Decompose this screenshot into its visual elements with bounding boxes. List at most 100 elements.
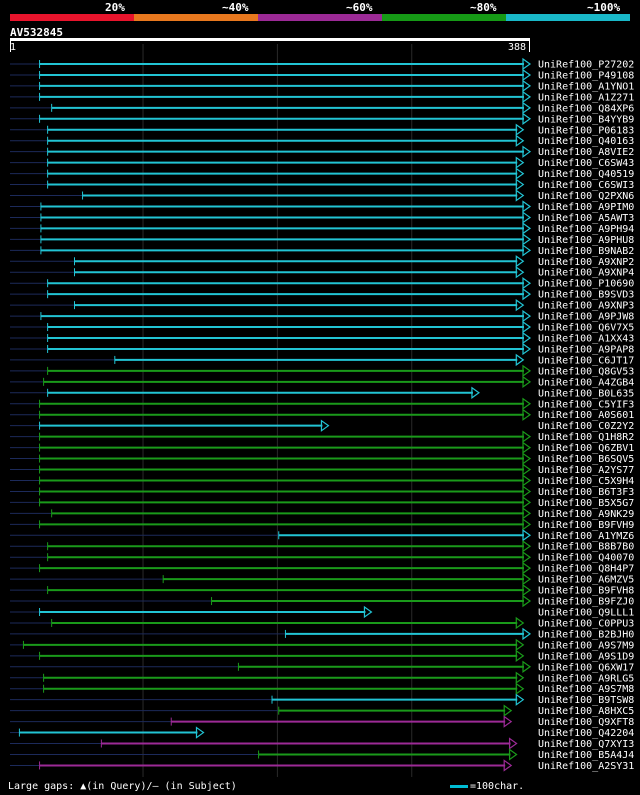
hit-label[interactable]: UniRef100_Q6ZBV1 (538, 443, 634, 454)
hit-label[interactable]: UniRef100_A8HXC5 (538, 706, 634, 717)
hit-label[interactable]: UniRef100_B9FZJ0 (538, 597, 634, 608)
hit-label[interactable]: UniRef100_A9S7M9 (538, 640, 634, 651)
hit-label[interactable]: UniRef100_A9NK29 (538, 509, 634, 520)
hit-label[interactable]: UniRef100_P49108 (538, 70, 634, 81)
hit-label[interactable]: UniRef100_A9RLG5 (538, 673, 634, 684)
hit-label[interactable]: UniRef100_A0S601 (538, 410, 634, 421)
hit-arrow (522, 375, 532, 389)
hit-label[interactable]: UniRef100_A9PHU8 (538, 235, 634, 246)
hit-label[interactable]: UniRef100_B6SQV5 (538, 454, 634, 465)
hit-label[interactable]: UniRef100_A1YNO1 (538, 81, 634, 92)
hit-label[interactable]: UniRef100_B5X5G7 (538, 498, 634, 509)
hit-label[interactable]: UniRef100_B6T3F3 (538, 487, 634, 498)
hit-label[interactable]: UniRef100_A9S1D9 (538, 651, 634, 662)
hit-arrow (515, 638, 525, 652)
hit-label[interactable]: UniRef100_A6MZV5 (538, 575, 634, 586)
hit-arrow (522, 507, 532, 520)
hit-label[interactable]: UniRef100_P06183 (538, 125, 634, 136)
hit-arrow (522, 200, 532, 213)
hit-arrow (515, 298, 525, 312)
hit-label[interactable]: UniRef100_P27202 (538, 60, 634, 71)
hit-arrow (363, 605, 373, 619)
legend-label: ~80% (470, 1, 497, 14)
hit-arrow (522, 277, 532, 290)
hit-label[interactable]: UniRef100_Q40163 (538, 136, 634, 147)
hit-label[interactable]: UniRef100_C6SWI3 (538, 180, 634, 191)
hit-arrow (515, 693, 525, 706)
hit-label[interactable]: UniRef100_C6JT17 (538, 355, 634, 366)
hit-label[interactable]: UniRef100_A2YS77 (538, 465, 634, 476)
hit-label[interactable]: UniRef100_Q8H4P7 (538, 564, 634, 575)
hit-arrow (320, 419, 330, 432)
hit-label[interactable]: UniRef100_A9XNP2 (538, 257, 634, 268)
hit-label[interactable]: UniRef100_B9FVH9 (538, 520, 634, 531)
hit-label[interactable]: UniRef100_C5YIF3 (538, 399, 634, 410)
hit-label[interactable]: UniRef100_Q84XP6 (538, 103, 634, 114)
ruler-start-label: 1 (10, 42, 17, 53)
hit-arrow (522, 561, 532, 575)
hit-arrow (522, 309, 532, 323)
hit-label[interactable]: UniRef100_B9SVD3 (538, 290, 634, 301)
legend-label: ~40% (222, 1, 249, 14)
hit-arrow (503, 759, 513, 772)
hit-label[interactable]: UniRef100_A2SY31 (538, 761, 634, 772)
hit-label[interactable]: UniRef100_A1Z271 (538, 92, 634, 103)
hit-label[interactable]: UniRef100_A9PIM0 (538, 202, 634, 213)
hit-arrow (515, 178, 525, 191)
query-name: AV532845 (10, 26, 63, 39)
hit-arrow (508, 737, 518, 750)
hit-label[interactable]: UniRef100_B0L635 (538, 388, 634, 399)
hit-label[interactable]: UniRef100_Q9LLL1 (538, 608, 634, 619)
hit-label[interactable]: UniRef100_B4YYB9 (538, 114, 634, 125)
legend-label: ~60% (346, 1, 373, 14)
hit-label[interactable]: UniRef100_B9TSW8 (538, 695, 634, 706)
hit-label[interactable]: UniRef100_Q7XYI3 (538, 739, 634, 750)
hit-arrow (522, 331, 532, 345)
hit-label[interactable]: UniRef100_Q6XW17 (538, 662, 634, 673)
hit-label[interactable]: UniRef100_A1YMZ6 (538, 531, 634, 542)
hit-label[interactable]: UniRef100_C0Z2Y2 (538, 421, 634, 432)
hit-label[interactable]: UniRef100_B5A4J4 (538, 750, 634, 761)
hit-label[interactable]: UniRef100_B9FVH8 (538, 586, 634, 597)
hit-arrow (515, 156, 525, 169)
hit-label[interactable]: UniRef100_A9XNP3 (538, 301, 634, 312)
hit-label[interactable]: UniRef100_Q8GV53 (538, 366, 634, 377)
hit-label[interactable]: UniRef100_A9XNP4 (538, 268, 634, 279)
legend-segment (506, 14, 630, 21)
hit-label[interactable]: UniRef100_B9NAB2 (538, 246, 634, 257)
hit-label[interactable]: UniRef100_C6SW43 (538, 158, 634, 169)
hit-label[interactable]: UniRef100_Q1H8R2 (538, 432, 634, 443)
hit-arrow (522, 211, 532, 224)
identity-legend: 20% ~40% ~60% ~80% ~100% (0, 0, 640, 26)
hit-arrow (515, 255, 525, 268)
hit-label[interactable]: UniRef100_Q40070 (538, 553, 634, 564)
hit-arrow (522, 244, 532, 257)
hit-label[interactable]: UniRef100_C0PPU3 (538, 618, 634, 629)
legend-segment (258, 14, 382, 21)
ruler-end-tick (529, 38, 530, 52)
hit-label[interactable]: UniRef100_B8B7B0 (538, 542, 634, 553)
hit-arrow (522, 364, 532, 378)
hit-label[interactable]: UniRef100_C5X9H4 (538, 476, 634, 487)
hit-label[interactable]: UniRef100_A9S7M8 (538, 684, 634, 695)
gaps-legend: Large gaps: ▲(in Query)/— (in Subject) (8, 781, 237, 792)
hit-label[interactable]: UniRef100_P10690 (538, 279, 634, 290)
hit-label[interactable]: UniRef100_A8VIE2 (538, 147, 634, 158)
hit-label[interactable]: UniRef100_A1XX43 (538, 334, 634, 345)
hit-label[interactable]: UniRef100_Q9XFT8 (538, 717, 634, 728)
hit-arrow (522, 79, 532, 93)
hit-label[interactable]: UniRef100_A4ZGB4 (538, 377, 634, 388)
hit-label[interactable]: UniRef100_Q6V7X5 (538, 323, 634, 334)
hit-arrow (522, 518, 532, 531)
hit-label[interactable]: UniRef100_A9PH94 (538, 224, 634, 235)
hit-label[interactable]: UniRef100_A5AWT3 (538, 213, 634, 224)
hit-label[interactable]: UniRef100_Q40519 (538, 169, 634, 180)
hit-label[interactable]: UniRef100_A9PAP8 (538, 344, 634, 355)
hit-label[interactable]: UniRef100_B2BJH0 (538, 629, 634, 640)
legend-segment (134, 14, 258, 21)
hit-label[interactable]: UniRef100_Q2PXN6 (538, 191, 634, 202)
hit-label[interactable]: UniRef100_A9PJW8 (538, 312, 634, 323)
hit-label[interactable]: UniRef100_Q42204 (538, 728, 634, 739)
hit-arrow (508, 748, 518, 761)
